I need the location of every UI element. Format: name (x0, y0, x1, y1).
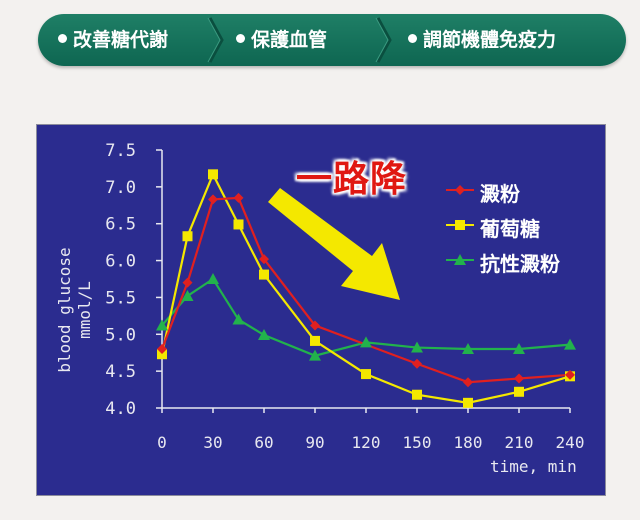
y-tick-label: 6.5 (105, 215, 136, 235)
y-axis-label-line2: mmol/L (75, 281, 94, 339)
y-tick-label: 7.5 (105, 141, 136, 161)
data-point-triangle (232, 313, 245, 325)
banner-item-protect-vessels: 保護血管 (236, 14, 327, 66)
data-point-triangle (156, 319, 168, 331)
bullet-dot-icon (236, 34, 245, 43)
chart-legend (446, 185, 474, 265)
data-point-diamond (208, 194, 218, 205)
banner-item-immunity: 調節機體免疫力 (408, 14, 556, 66)
data-point-square (208, 169, 218, 180)
x-tick-label: 30 (203, 433, 222, 452)
x-tick-label: 180 (454, 433, 483, 452)
data-point-triangle (360, 336, 372, 348)
down-trend-arrow-icon (268, 188, 400, 300)
y-tick-label: 4.0 (105, 399, 136, 419)
data-point-square (182, 231, 193, 242)
data-point-triangle (181, 289, 194, 301)
data-point-triangle (513, 343, 525, 355)
data-point-square (463, 397, 473, 408)
chart-axes: 4.0 4.5 5.0 5.5 6.0 6.5 7.0 7.5 0 30 60 90 120 150 180… (105, 141, 584, 452)
data-point-triangle (462, 343, 474, 355)
data-point-triangle (258, 329, 270, 341)
bullet-dot-icon (58, 34, 67, 43)
y-tick-label: 7.0 (105, 178, 136, 198)
data-point-square (310, 335, 320, 346)
series-line-diamond (160, 196, 571, 384)
data-point-diamond (259, 254, 269, 265)
legend-marker-diamond (455, 185, 465, 195)
data-point-square (233, 219, 244, 230)
downward-arrow (268, 188, 400, 300)
x-tick-label: 60 (254, 433, 273, 452)
x-axis-label: time, min (490, 457, 577, 476)
data-point-square (259, 269, 269, 280)
data-point-diamond (514, 373, 524, 384)
y-axis-label: blood glucose mmol/L (45, 220, 105, 400)
legend-marker-triangle (454, 254, 466, 265)
chevron-right-icon (375, 17, 392, 63)
bullet-dot-icon (408, 34, 417, 43)
legend-marker-square (455, 220, 465, 230)
data-point-diamond (463, 377, 473, 388)
data-point-diamond (233, 192, 244, 203)
x-tick-label: 210 (505, 433, 534, 452)
callout-text: 一路降 (296, 159, 408, 200)
y-tick-label: 6.0 (105, 252, 136, 272)
x-tick-label: 150 (403, 433, 432, 452)
banner-item-label: 保護血管 (251, 29, 328, 51)
data-point-square (514, 386, 524, 397)
data-point-triangle (564, 338, 576, 350)
chevron-right-icon (207, 17, 224, 63)
data-point-triangle (309, 349, 321, 361)
banner-item-sugar-metabolism: 改善糖代謝 (58, 14, 168, 66)
chart-panel (36, 124, 606, 496)
banner-item-label: 改善糖代謝 (73, 29, 169, 51)
data-point-triangle (411, 341, 423, 353)
data-point-diamond (182, 277, 193, 288)
data-point-diamond (310, 320, 320, 331)
y-tick-label: 5.0 (105, 325, 136, 345)
benefits-banner: 改善糖代謝 保護血管 調節機體免疫力 (38, 14, 626, 66)
x-tick-label: 120 (352, 433, 381, 452)
legend-label-glucose: 葡萄糖 (480, 217, 540, 241)
data-point-square (157, 349, 167, 360)
y-tick-label: 5.5 (105, 288, 136, 308)
legend-label-starch: 澱粉 (480, 182, 520, 206)
banner-item-label: 調節機體免疫力 (423, 29, 557, 51)
y-tick-label: 4.5 (105, 362, 136, 382)
data-point-square (361, 369, 371, 380)
x-tick-label: 240 (556, 433, 585, 452)
x-tick-label: 90 (305, 433, 324, 452)
data-point-diamond (412, 358, 422, 369)
data-point-triangle (207, 273, 219, 284)
data-point-diamond (157, 344, 167, 355)
x-tick-label: 0 (157, 433, 167, 452)
data-point-square (412, 389, 422, 400)
legend-label-resistant-starch: 抗性澱粉 (480, 252, 560, 276)
series-markers (156, 169, 576, 408)
y-axis-label-line1: blood glucose (55, 247, 74, 373)
data-point-diamond (565, 369, 575, 380)
